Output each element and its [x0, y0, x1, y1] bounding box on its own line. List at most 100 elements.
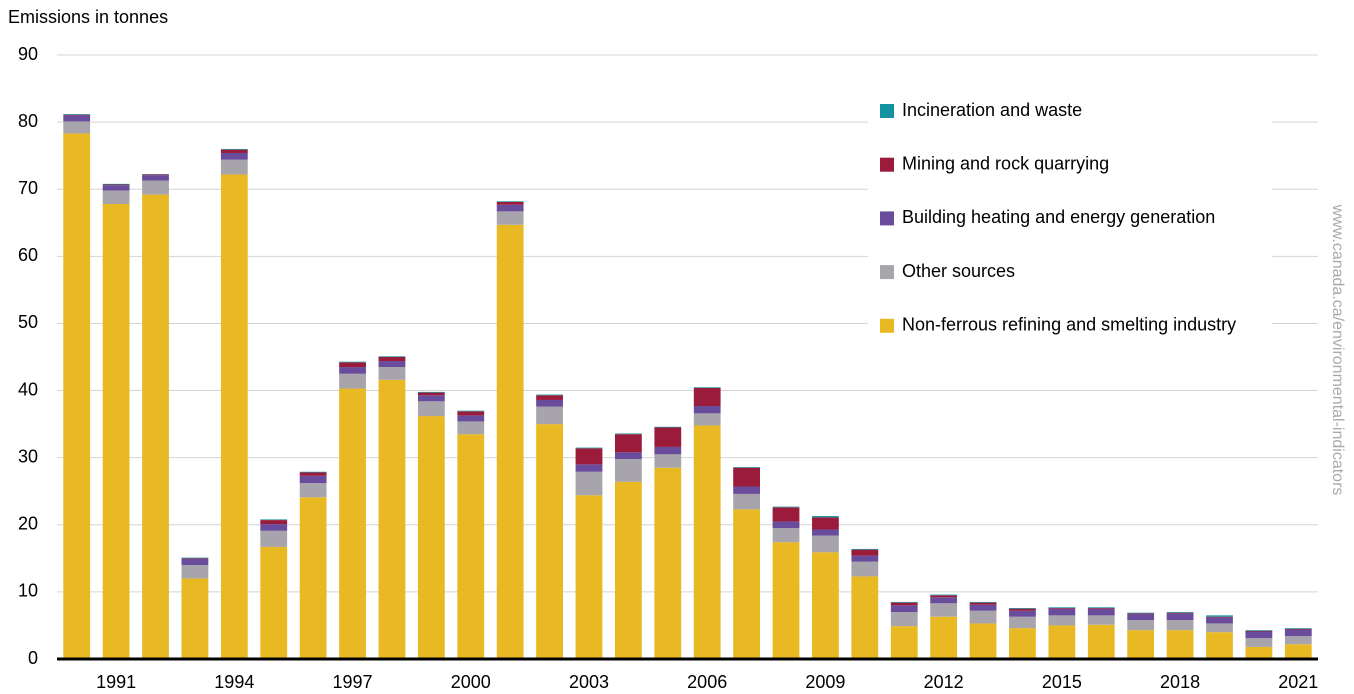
- bar-segment: [220, 174, 248, 660]
- y-tick-label: 30: [18, 446, 38, 466]
- bar-segment: [260, 520, 288, 525]
- x-tick-label: 2018: [1160, 672, 1200, 692]
- bar-segment: [614, 452, 642, 460]
- bar-segment: [102, 184, 130, 186]
- bar-segment: [1166, 620, 1194, 631]
- legend-label: Other sources: [902, 261, 1015, 281]
- y-axis-label: Emissions in tonnes: [8, 7, 168, 27]
- bar-segment: [142, 174, 169, 176]
- bar-segment: [1245, 631, 1273, 639]
- bar-segment: [417, 391, 445, 393]
- legend-swatch: [880, 318, 894, 333]
- bar-segment: [63, 115, 91, 122]
- bar-segment: [496, 224, 524, 659]
- bar-segment: [1284, 629, 1312, 637]
- bar-segment: [812, 535, 839, 553]
- legend-swatch: [880, 157, 894, 172]
- bar-segment: [772, 506, 800, 508]
- bar-segment: [890, 612, 918, 627]
- bar-segment: [1009, 628, 1036, 659]
- bar-segment: [1245, 630, 1273, 632]
- bar-segment: [181, 559, 209, 566]
- bar-segment: [1284, 644, 1312, 659]
- bar-segment: [299, 475, 327, 484]
- bar-segment: [1048, 607, 1076, 608]
- bar-segment: [63, 133, 91, 659]
- bar-segment: [1166, 613, 1194, 621]
- x-tick-label: 2006: [687, 672, 727, 692]
- legend-swatch: [880, 265, 894, 280]
- bar-segment: [417, 392, 445, 396]
- bar-segment: [339, 367, 366, 374]
- bar-segment: [181, 578, 209, 659]
- bar-segment: [378, 357, 406, 362]
- bar-segment: [1009, 616, 1036, 629]
- bar-segment: [1127, 614, 1155, 621]
- bar-segment: [339, 361, 366, 363]
- bar-segment: [339, 362, 366, 368]
- bar-segment: [930, 594, 958, 596]
- bar-segment: [614, 459, 642, 482]
- bar-segment: [930, 595, 958, 598]
- bar-segment: [1087, 607, 1115, 608]
- bar-segment: [733, 467, 761, 487]
- legend-background: [868, 88, 1272, 348]
- bar-segment: [260, 519, 288, 521]
- bar-segment: [220, 148, 248, 150]
- bar-segment: [496, 201, 524, 205]
- bar-segment: [1206, 623, 1233, 633]
- bar-segment: [260, 524, 288, 531]
- bar-segment: [417, 401, 445, 417]
- bar-segment: [575, 447, 603, 449]
- bar-segment: [614, 481, 642, 659]
- y-tick-label: 80: [18, 111, 38, 131]
- bar-segment: [575, 471, 603, 496]
- bar-segment: [930, 603, 958, 617]
- bar-segment: [102, 203, 130, 659]
- bar-segment: [930, 616, 958, 659]
- y-tick-label: 10: [18, 581, 38, 601]
- bar-segment: [1284, 628, 1312, 630]
- bar-segment: [654, 426, 682, 428]
- bar-segment: [181, 557, 209, 559]
- bar-segment: [1284, 636, 1312, 645]
- bar-segment: [1206, 615, 1233, 617]
- bar-segment: [614, 433, 642, 435]
- bar-segment: [102, 190, 130, 204]
- bar-segment: [142, 175, 169, 181]
- bar-segment: [299, 471, 327, 473]
- bar-segment: [812, 552, 839, 659]
- y-tick-label: 20: [18, 514, 38, 534]
- bar-segment: [220, 152, 248, 160]
- bar-segment: [851, 576, 879, 659]
- y-tick-label: 40: [18, 379, 38, 399]
- bar-segment: [654, 446, 682, 455]
- bar-segment: [339, 388, 366, 659]
- bar-segment: [693, 387, 721, 388]
- bar-segment: [1245, 638, 1273, 647]
- bar-segment: [496, 204, 524, 212]
- bar-segment: [614, 434, 642, 453]
- bar-segment: [339, 373, 366, 389]
- bar-segment: [733, 486, 761, 494]
- bar-segment: [378, 379, 406, 659]
- bar-segment: [851, 548, 879, 550]
- bar-segment: [63, 114, 91, 116]
- bar-segment: [457, 415, 485, 422]
- source-text: www.canada.ca/environmental-indicators: [1329, 204, 1346, 496]
- bar-segment: [536, 424, 563, 659]
- bar-segment: [772, 542, 800, 659]
- bar-segment: [969, 610, 997, 624]
- bar-segment: [102, 185, 130, 191]
- x-tick-label: 1991: [96, 672, 136, 692]
- bar-segment: [1009, 610, 1036, 617]
- bar-segment: [693, 387, 721, 406]
- bar-segment: [890, 626, 918, 659]
- bar-segment: [181, 565, 209, 579]
- bar-segment: [1048, 625, 1076, 659]
- bar-segment: [1087, 615, 1115, 625]
- bar-segment: [733, 493, 761, 510]
- bar-segment: [457, 411, 485, 416]
- bar-segment: [575, 464, 603, 472]
